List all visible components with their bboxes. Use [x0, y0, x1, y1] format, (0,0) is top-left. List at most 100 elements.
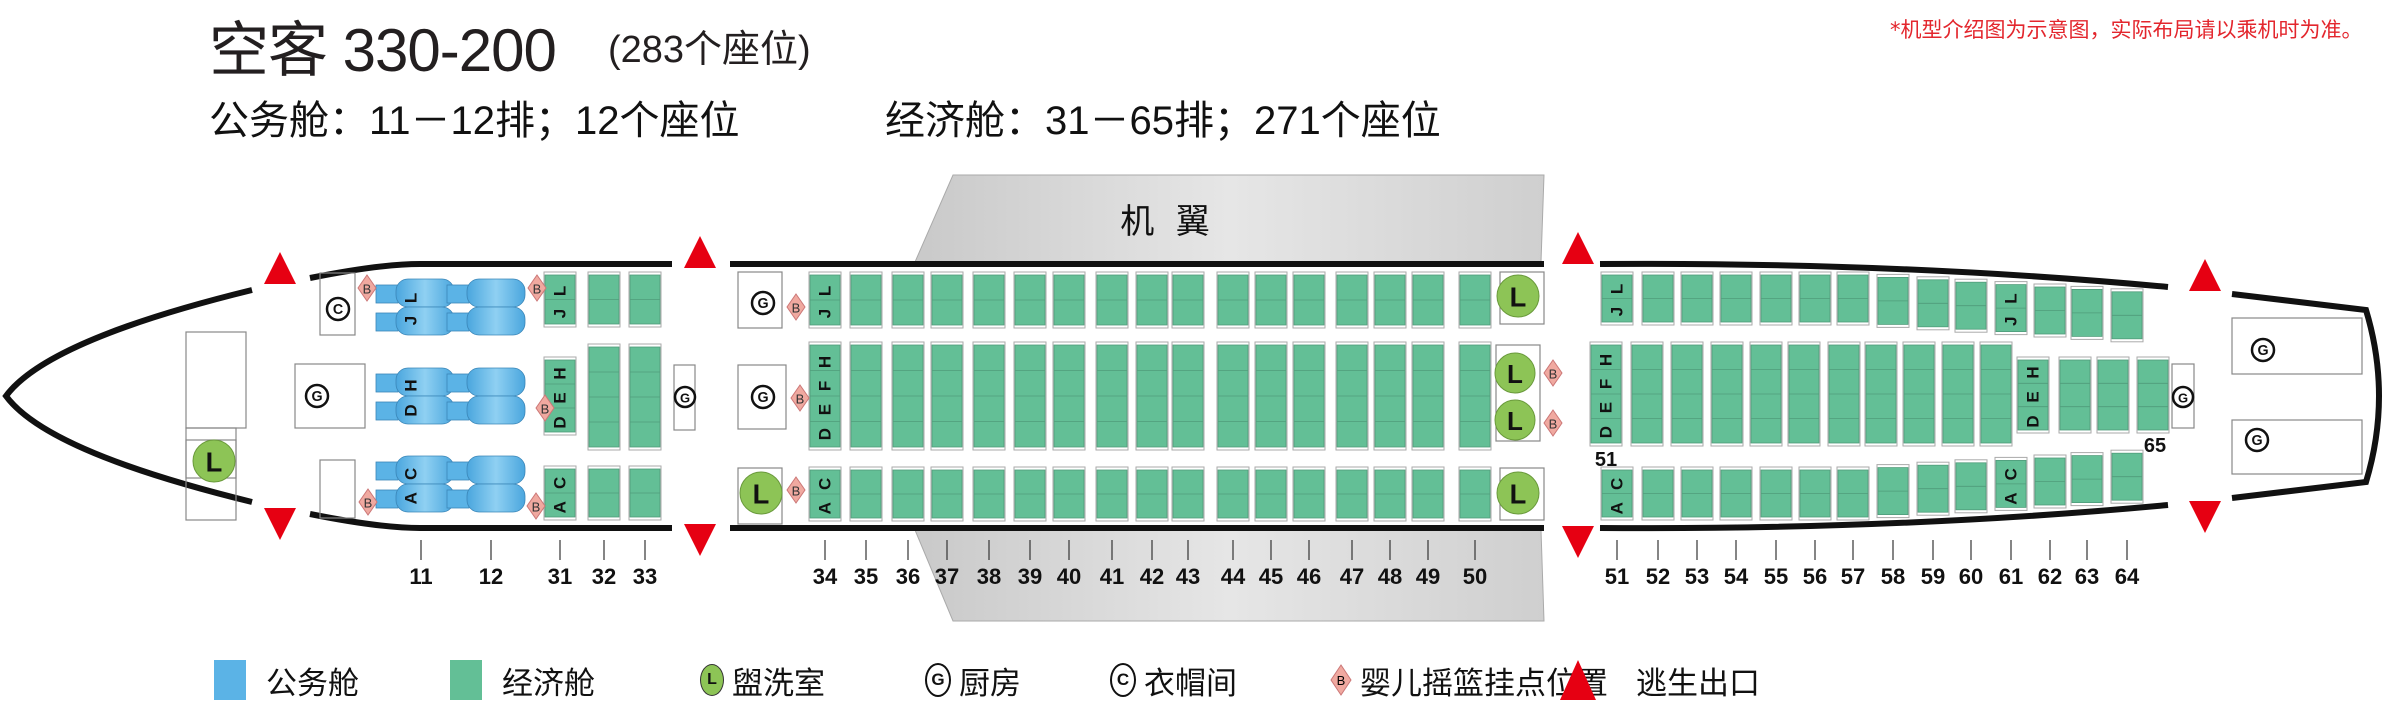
galley-icon-circle [2171, 385, 2195, 409]
seat-letters: D E F H [816, 352, 835, 440]
business-seat-footrest [446, 461, 470, 481]
bassinet-diamond [786, 476, 806, 504]
bassinet-diamond [535, 394, 555, 422]
closet-icon: C [325, 296, 351, 322]
galley-icon-letter: G [2251, 433, 2262, 449]
business-seat [466, 278, 526, 308]
bassinet-icon: B [527, 274, 547, 302]
bassinet-icon: B [786, 293, 806, 321]
row-label: 11 [409, 564, 432, 589]
seat-letters: D E H [551, 363, 570, 428]
row-label: 43 [1176, 564, 1200, 589]
svg-text:B: B [1337, 673, 1346, 688]
row-label: 48 [1378, 564, 1402, 589]
row-label: 61 [1999, 564, 2023, 589]
galley-icon-letter: G [2257, 343, 2268, 359]
partition-box [737, 271, 783, 329]
row-label: 60 [1959, 564, 1983, 589]
lavatory-icon: L [1496, 471, 1540, 515]
lavatory-icon-circle [192, 439, 236, 483]
galley-icon: G [2250, 337, 2276, 363]
business-seat [466, 483, 526, 513]
lavatory-icon-letter: L [206, 447, 223, 478]
bassinet-letter: B [363, 282, 372, 297]
row-label: 46 [1297, 564, 1321, 589]
row-label: 57 [1841, 564, 1865, 589]
seat-letters: A C [2002, 464, 2021, 505]
wing-label: 机 翼 [1120, 202, 1210, 242]
lavatory-icon: L [192, 439, 236, 483]
lavatory-icon-circle [739, 471, 783, 515]
exit-icon [2189, 501, 2221, 533]
lavatory-icon: L [1494, 352, 1536, 394]
row-label: 55 [1764, 564, 1788, 589]
row-label: 44 [1221, 564, 1246, 589]
seat-total: (283个座位) [608, 29, 811, 71]
business-seat-footrest [446, 401, 470, 421]
business-seat [466, 306, 526, 336]
legend-item-galley: G 厨房 [925, 660, 1021, 702]
partition-box [2231, 419, 2363, 475]
business-seat-footrest [446, 373, 470, 393]
seat-letters: J L [816, 282, 835, 319]
row-label: 45 [1259, 564, 1283, 589]
galley-icon-letter: G [680, 391, 690, 406]
legend-item-exit: 逃生出口 [1560, 660, 1760, 702]
row-label: 50 [1463, 564, 1487, 589]
row-label: 54 [1724, 564, 1749, 589]
exit-icon [684, 524, 716, 556]
economy-seat-deh [544, 359, 576, 433]
lavatory-icon-circle [1494, 399, 1536, 441]
row-label: 41 [1100, 564, 1124, 589]
partition-box [1495, 344, 1541, 442]
bassinet-icon: B [526, 492, 546, 520]
bassinet-icon: B [358, 488, 378, 516]
row-label: 64 [2115, 564, 2140, 589]
partition-box [2231, 317, 2363, 375]
business-seat-footrest [375, 373, 399, 393]
seat-letters: J L [2002, 289, 2021, 326]
row-label: 42 [1140, 564, 1164, 589]
exit-icon [264, 508, 296, 540]
business-swatch-icon [214, 660, 246, 700]
galley-icon: G [750, 384, 776, 410]
galley-icon-circle [2250, 337, 2276, 363]
row-label: 39 [1018, 564, 1042, 589]
bassinet-diamond [358, 488, 378, 516]
bassinet-icon: B [1543, 359, 1563, 387]
exit-icon [1562, 232, 1594, 264]
legend-item-lavatory: L 盥洗室 [700, 660, 825, 702]
partition-box [294, 363, 366, 429]
lavatory-icon-letter: L [1507, 359, 1523, 389]
business-seat-footrest [375, 312, 399, 332]
row-label: 52 [1646, 564, 1670, 589]
galley-icon-circle [750, 290, 776, 316]
galley-icon-letter: G [757, 390, 768, 406]
galley-icon-letter: G [311, 389, 322, 405]
row-label: 56 [1803, 564, 1827, 589]
bassinet-diamond [1543, 359, 1563, 387]
economy-seat-deh [2059, 359, 2091, 431]
row-label: 31 [548, 564, 572, 589]
seat-letters: J L [402, 289, 421, 326]
economy-seat-deh [2017, 359, 2049, 431]
row-label: 63 [2075, 564, 2099, 589]
legend-item-business: 公务舱 [214, 660, 359, 702]
row-label: 36 [896, 564, 920, 589]
bassinet-letter: B [364, 496, 373, 511]
lavatory-icon-letter: L [1510, 282, 1527, 313]
wings: 机 翼 [914, 174, 1545, 622]
business-seat [466, 455, 526, 485]
seat-letters: D H [402, 375, 421, 416]
bassinet-icon: B [790, 384, 810, 412]
exit-icon [684, 236, 716, 268]
bassinet-icon: B [1543, 409, 1563, 437]
bassinet-letter: B [792, 301, 801, 316]
seat-letters: J L [551, 282, 570, 319]
business-seat-footrest [375, 489, 399, 509]
row-label: 59 [1921, 564, 1945, 589]
economy-swatch-icon [450, 660, 482, 700]
seat-letters: D E F H [1597, 350, 1616, 438]
galley-icon-letter: G [2178, 391, 2188, 406]
business-seat-footrest [446, 489, 470, 509]
